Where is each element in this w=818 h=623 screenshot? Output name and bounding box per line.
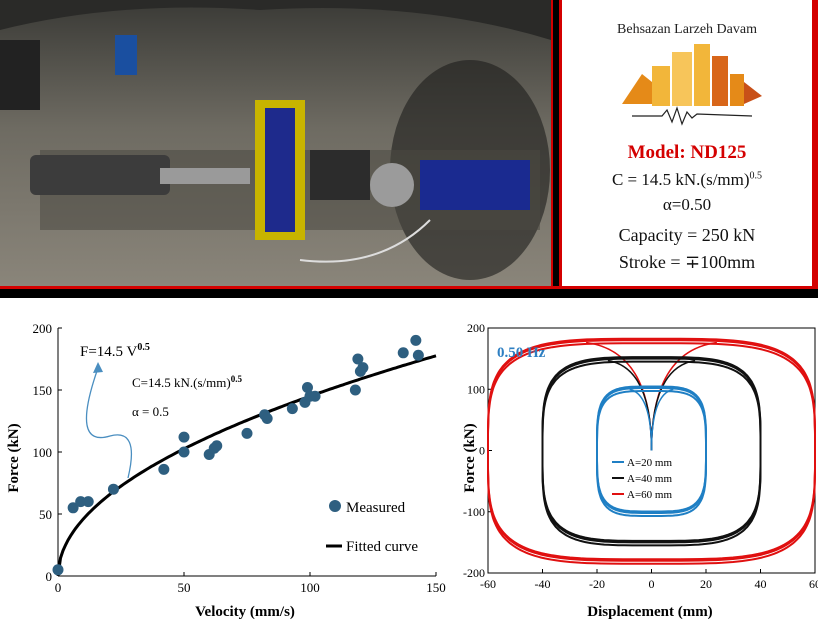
initial-cycle-trace — [650, 388, 674, 451]
spec-panel: Behsazan Larzeh Davam Model: ND125 C = 1… — [559, 0, 818, 286]
alpha-label: α = 0.5 — [132, 404, 169, 419]
formula-label: F=14.5 V0.5 — [80, 342, 150, 360]
measured-point — [82, 496, 94, 508]
chart1-x-axis-label: Velocity (mm/s) — [195, 604, 295, 620]
legend-label-measured: Measured — [346, 500, 406, 516]
chart2-x-tick-label: 40 — [755, 577, 767, 591]
chart2-legend: A=20 mm A=40 mm A=60 mm — [612, 457, 672, 501]
chart1-y-tick-label: 50 — [39, 507, 52, 522]
chart2-x-tick-label: -40 — [535, 577, 551, 591]
chart2-x-axis-label: Displacement (mm) — [587, 604, 712, 620]
measured-point — [301, 382, 313, 394]
measured-point — [309, 390, 321, 402]
measured-point — [211, 440, 223, 452]
measured-point — [349, 384, 361, 396]
chart1-annotations: F=14.5 V0.5 C=14.5 kN.(s/mm)0.5 α = 0.5 — [80, 342, 242, 479]
chart1-axes: 0 50 100 150 0 50 100 150 200 — [33, 321, 446, 595]
chart1-points — [52, 334, 424, 576]
model-name: Model: ND125 — [627, 142, 747, 163]
chart1-y-tick-label: 100 — [33, 445, 53, 460]
chart2-y-axis-label: Force (kN) — [462, 423, 478, 492]
measured-point — [75, 496, 87, 508]
horizontal-divider — [0, 286, 818, 298]
chart1-legend: Measured Fitted curve — [326, 500, 418, 555]
stroke-value: Stroke = ∓100mm — [618, 252, 756, 272]
chart2-x-tick-label: -20 — [589, 577, 605, 591]
initial-cycle-trace — [629, 388, 653, 451]
legend-label-fitted: Fitted curve — [346, 539, 418, 555]
chart1-y-tick-label: 150 — [33, 383, 53, 398]
hysteresis-loop — [487, 339, 816, 562]
company-name: Behsazan Larzeh Davam — [617, 22, 757, 37]
chart2-x-tick-label: 20 — [700, 577, 712, 591]
chart1-x-tick-label: 100 — [300, 580, 320, 595]
fitted-curve — [56, 354, 437, 577]
capacity-value: Capacity = 250 kN — [618, 225, 756, 245]
vertical-divider — [551, 0, 559, 296]
chart1-x-tick-label: 150 — [426, 580, 446, 595]
hysteresis-loop — [541, 360, 762, 547]
company-logo — [622, 44, 762, 126]
measured-point — [107, 483, 119, 495]
measured-point — [412, 349, 424, 361]
measured-point — [241, 427, 253, 439]
measured-point — [261, 413, 273, 425]
chart2-y-tick-label: -100 — [463, 505, 485, 519]
chart1-x-tick-label: 0 — [55, 580, 62, 595]
chart2-y-tick-label: 100 — [467, 382, 485, 396]
annotation-arrow — [85, 367, 132, 479]
chart2-legend-label: A=60 mm — [627, 489, 672, 501]
measured-point — [158, 463, 170, 475]
measured-point — [178, 446, 190, 458]
measured-point — [397, 347, 409, 359]
chart1-y-axis-label: Force (kN) — [6, 423, 22, 492]
chart1-y-tick-label: 0 — [46, 569, 53, 584]
annotation-arrowhead — [93, 362, 103, 373]
measured-point — [410, 334, 422, 346]
hysteresis-loop — [596, 390, 707, 517]
chart2-legend-label: A=20 mm — [627, 457, 672, 469]
chart2-x-tick-label: -60 — [480, 577, 496, 591]
measured-point — [352, 353, 364, 365]
frequency-label: 0.50 Hz — [497, 345, 546, 361]
chart2-legend-label: A=40 mm — [627, 473, 672, 485]
measured-point — [357, 362, 369, 374]
chart1-y-tick-label: 200 — [33, 321, 53, 336]
chart2-x-tick-label: 0 — [649, 577, 655, 591]
measured-point — [178, 431, 190, 443]
chart1-x-tick-label: 50 — [178, 580, 191, 595]
alpha-value: α=0.50 — [662, 195, 712, 214]
measured-point — [67, 502, 79, 514]
chart1-fitted-curve-layer — [56, 354, 437, 577]
hysteresis-loop — [487, 342, 816, 565]
chart2-y-tick-label: 200 — [467, 321, 485, 335]
chart2-x-tick-label: 60 — [809, 577, 818, 591]
coefficient-label: C=14.5 kN.(s/mm)0.5 — [132, 374, 242, 390]
damping-coefficient: C = 14.5 kN.(s/mm)0.5 — [611, 170, 763, 189]
chart2-loops — [487, 337, 816, 565]
measured-point — [52, 564, 64, 576]
force-velocity-chart: 0 50 100 150 0 50 100 150 200 F=14.5 V0.5 C=14.5… — [6, 321, 446, 620]
legend-marker-measured — [329, 500, 341, 512]
test-setup-photo — [0, 0, 551, 286]
chart2-y-tick-label: -200 — [463, 566, 485, 580]
measured-point — [286, 403, 298, 415]
chart2-y-tick-label: 0 — [479, 444, 485, 458]
